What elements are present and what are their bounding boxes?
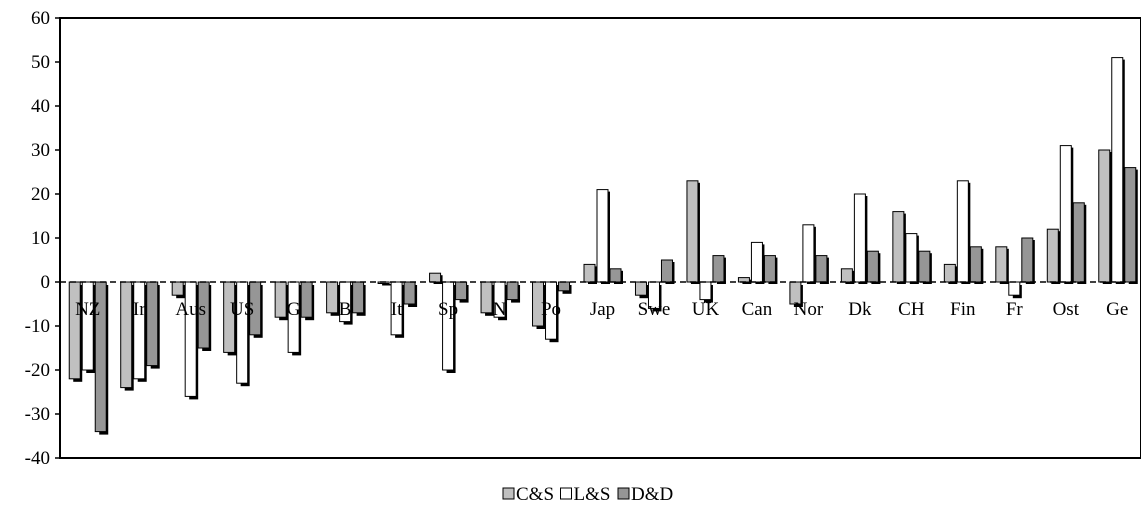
bar — [442, 281, 455, 371]
bar — [583, 263, 596, 283]
legend-label: C&S — [516, 484, 554, 505]
bar — [802, 224, 815, 283]
x-tick-label: Ge — [1106, 299, 1128, 320]
x-tick-label: Po — [541, 299, 561, 320]
bar — [892, 211, 905, 283]
x-tick-label: Sp — [438, 299, 458, 320]
bar — [712, 255, 725, 283]
bar — [905, 233, 918, 283]
bar — [1046, 228, 1059, 283]
bar — [236, 281, 249, 384]
x-tick-label: Fr — [1006, 299, 1024, 320]
y-tick-label: 60 — [31, 8, 50, 29]
bar — [558, 281, 571, 292]
legend-swatch — [560, 487, 572, 500]
bar — [1098, 149, 1111, 283]
bar — [506, 281, 519, 301]
bar — [596, 189, 609, 283]
y-tick-label: 30 — [31, 140, 50, 161]
bar — [918, 250, 931, 283]
bar — [146, 281, 159, 367]
x-tick-label: Ost — [1053, 299, 1080, 320]
bar — [763, 255, 776, 283]
bar-shadow — [382, 284, 392, 286]
y-tick-label: -20 — [25, 360, 50, 381]
bar — [81, 281, 94, 371]
bar — [660, 259, 673, 283]
bar — [352, 281, 365, 314]
bar — [943, 263, 956, 283]
bar — [223, 281, 236, 353]
legend-label: D&D — [631, 484, 673, 505]
x-tick-label: Ir — [133, 299, 146, 320]
bar — [532, 281, 545, 327]
bar — [326, 281, 339, 314]
x-tick-label: UK — [692, 299, 720, 320]
x-tick-label: Jap — [590, 299, 615, 320]
x-tick-label: US — [230, 299, 254, 320]
bar — [274, 281, 287, 318]
bar — [866, 250, 879, 283]
bar — [815, 255, 828, 283]
x-tick-label: Swe — [638, 299, 671, 320]
bar — [750, 241, 763, 283]
bar — [956, 180, 969, 283]
bar — [1021, 237, 1034, 283]
legend-swatch — [502, 487, 515, 500]
y-tick-label: -40 — [25, 448, 50, 469]
bar — [995, 246, 1008, 283]
bars-layer — [68, 57, 1138, 435]
bar — [390, 281, 403, 336]
bar — [429, 272, 442, 283]
bar — [455, 281, 468, 301]
bar — [300, 281, 313, 318]
bar — [171, 281, 184, 296]
bar — [1072, 202, 1085, 283]
x-tick-label: Fin — [950, 299, 976, 320]
x-tick-label: CH — [898, 299, 925, 320]
x-tick-label: Can — [742, 299, 773, 320]
y-tick-label: 0 — [41, 272, 51, 293]
bar — [853, 193, 866, 283]
bar — [1008, 281, 1021, 296]
bar — [609, 268, 622, 283]
y-tick-label: 40 — [31, 96, 50, 117]
x-tick-label: B — [339, 299, 352, 320]
y-tick-label: 10 — [31, 228, 50, 249]
bar — [699, 281, 712, 301]
bar — [480, 281, 493, 314]
legend-swatch — [617, 487, 630, 500]
x-tick-label: NZ — [75, 299, 100, 320]
bar — [1124, 167, 1137, 283]
bar — [120, 281, 133, 389]
bar — [133, 281, 146, 380]
bar — [634, 281, 647, 296]
legend-label: L&S — [574, 484, 611, 505]
bar — [1059, 145, 1072, 283]
x-tick-label: It — [391, 299, 403, 320]
y-tick-label: 20 — [31, 184, 50, 205]
bar — [493, 281, 506, 318]
bar — [1111, 57, 1124, 283]
bar — [969, 246, 982, 283]
y-tick-label: 50 — [31, 52, 50, 73]
bar — [840, 268, 853, 283]
y-tick-label: -10 — [25, 316, 50, 337]
bar — [403, 281, 416, 305]
x-tick-label: Nor — [794, 299, 824, 320]
x-tick-label: Aus — [175, 299, 206, 320]
x-tick-label: G — [287, 299, 301, 320]
y-tick-label: -30 — [25, 404, 50, 425]
x-tick-label: N — [493, 299, 507, 320]
bar — [686, 180, 699, 283]
x-tick-label: Dk — [848, 299, 872, 320]
legend: C&S L&S D&D — [502, 484, 673, 505]
bar — [68, 281, 81, 380]
